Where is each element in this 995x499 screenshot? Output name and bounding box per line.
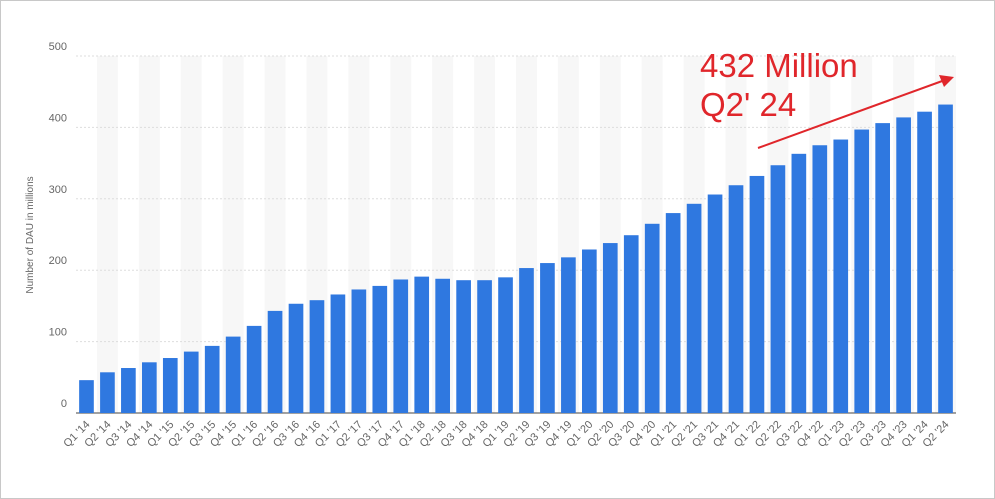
bar — [519, 268, 534, 413]
bar — [288, 303, 304, 413]
bar — [414, 276, 430, 413]
bar — [602, 243, 618, 413]
y-tick-label: 300 — [49, 184, 67, 196]
bar — [477, 280, 492, 413]
bar — [791, 153, 807, 413]
bar — [183, 351, 199, 413]
bar — [246, 325, 262, 413]
bar — [267, 310, 283, 413]
y-tick-label: 500 — [49, 41, 67, 53]
bar — [938, 104, 953, 413]
annotation-text: Q2' 24 — [700, 86, 796, 123]
bar — [582, 249, 597, 413]
annotation-arrow — [757, 79, 946, 149]
y-axis-label: Number of DAU in millions — [25, 176, 36, 293]
band-stripe — [138, 56, 160, 413]
annotation-arrowhead — [939, 75, 954, 87]
bar — [100, 372, 115, 413]
bar — [707, 194, 723, 413]
bar — [812, 145, 828, 413]
bar — [686, 203, 702, 413]
bar — [372, 285, 388, 413]
bar — [225, 336, 241, 413]
bar — [121, 368, 136, 413]
band-stripe — [180, 56, 202, 413]
bar — [854, 129, 870, 414]
bar — [162, 358, 178, 413]
bar — [917, 111, 932, 413]
bar — [770, 165, 786, 413]
y-tick-label: 400 — [49, 112, 67, 124]
bar — [623, 235, 639, 413]
annotation-text: 432 Million — [700, 47, 858, 84]
bar — [435, 278, 450, 413]
bar — [393, 279, 409, 413]
bar — [728, 185, 744, 413]
y-tick-label: 200 — [49, 255, 67, 267]
band-stripe — [96, 56, 118, 413]
bar — [142, 362, 157, 413]
bar — [204, 345, 220, 413]
bar — [896, 117, 911, 414]
bar — [875, 123, 890, 413]
bar — [665, 213, 681, 413]
bar — [749, 175, 765, 413]
annotation: 432 Million Q2' 24 — [700, 47, 954, 149]
bar — [561, 257, 576, 413]
bars — [79, 104, 953, 414]
bar — [79, 380, 94, 413]
bar — [330, 294, 346, 413]
bar — [456, 280, 471, 413]
bar — [540, 263, 555, 413]
y-tick-label: 0 — [61, 398, 67, 410]
bar — [498, 277, 513, 413]
band-stripe — [222, 56, 244, 413]
y-tick-label: 100 — [49, 327, 67, 339]
bar — [351, 289, 367, 413]
bar — [833, 139, 849, 413]
bar — [309, 300, 325, 413]
bar — [644, 223, 660, 413]
